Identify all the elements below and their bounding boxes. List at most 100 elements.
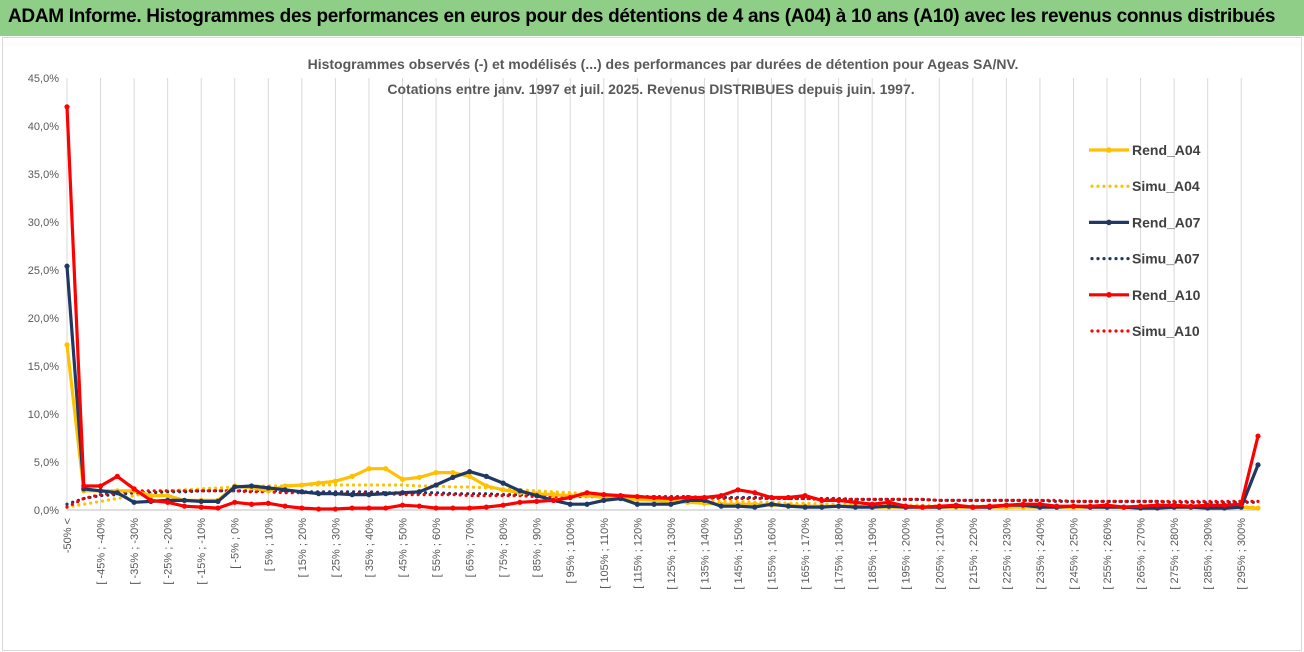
data-point [886,503,892,509]
data-point [517,488,523,494]
data-point [1054,503,1060,509]
x-tick-label: [ 65% ; 70% [465,518,477,578]
data-point [869,501,875,507]
data-point [987,503,993,509]
data-point [1121,504,1127,510]
series-line-rend-a07 [65,266,1260,510]
data-point [81,483,87,489]
x-tick-label: [ -5% ; 0% [230,518,242,569]
data-point [852,504,859,510]
data-point [483,473,489,479]
data-point [953,502,959,508]
data-point [399,476,406,482]
x-tick-label: [ 215% ; 220% [968,518,980,590]
chart-area: 0,0% 5,0% 10,0% 15,0% 20,0% 25,0% 30,0% 35,0% 40… [2,37,1302,651]
x-tick-label: [ 25% ; 30% [330,518,342,578]
chart-svg: 0,0% 5,0% 10,0% 15,0% 20,0% 25,0% 30,0% 35,0% 40… [28,56,1261,590]
data-point [651,494,657,501]
data-point [634,501,640,507]
data-point [450,469,456,476]
legend-label: Rend_A07 [1132,214,1201,230]
data-point [316,480,322,486]
data-point [349,505,355,511]
data-point [500,480,506,486]
data-point [181,497,188,503]
data-point [1255,462,1261,468]
data-point [349,492,355,498]
data-point [366,492,372,498]
x-tick-label: [ 205% ; 210% [934,518,946,590]
chart-title-line-1: Histogrammes observés (-) et modélisés (… [308,56,1019,72]
x-tick-label: [ 165% ; 170% [800,518,812,590]
data-point [735,487,741,493]
data-point [316,506,322,512]
data-point [1188,503,1194,509]
legend-label: Simu_A10 [1132,323,1200,339]
y-tick-label: 45,0% [28,73,59,85]
y-tick-label: 20,0% [28,313,59,325]
x-tick-label: [ 175% ; 180% [834,518,846,590]
data-point [299,489,305,495]
data-point [416,474,422,480]
data-point [148,493,154,499]
data-point [886,499,892,505]
data-point [383,505,389,511]
data-point [198,504,204,510]
data-point [785,503,791,509]
y-tick-label: 0,0% [34,505,59,517]
data-point [248,483,255,489]
data-point [617,493,624,499]
data-point [366,505,372,511]
data-point [668,495,674,502]
data-point [383,466,389,472]
legend-label: Simu_A07 [1132,251,1200,267]
data-point [1255,505,1261,511]
data-point [768,501,775,507]
x-tick-label: [ 105% ; 110% [599,518,611,589]
data-point [836,503,842,509]
x-tick-label: [ 155% ; 160% [767,518,779,590]
x-tick-labels: -50% < [ -45% ; -40% [ -35% ; -30% [ -25% ;… [62,518,1248,590]
data-point [718,503,724,509]
data-point [785,494,791,501]
data-point [399,490,406,496]
data-point [701,494,708,501]
x-tick-label: [ 45% ; 50% [397,518,409,578]
data-point [584,490,590,496]
series-line-rend-a04 [65,344,1259,510]
data-point [936,503,942,509]
data-point [64,342,70,348]
data-point [550,497,557,503]
data-point [752,490,758,496]
data-point [517,499,523,505]
data-point [265,500,271,506]
data-point [433,482,439,488]
data-point [215,505,221,511]
data-point [383,491,389,497]
x-tick-label: [ 135% ; 140% [699,518,711,590]
x-tick-label: [ 185% ; 190% [867,518,879,590]
data-point [366,466,372,472]
data-point [819,504,825,510]
data-point [819,497,825,503]
x-tick-label: [ 265% ; 270% [1136,518,1148,590]
data-point [181,503,188,509]
data-point [433,469,439,476]
y-tick-label: 40,0% [28,121,59,133]
data-point [1020,501,1026,507]
legend-marker [1106,292,1112,298]
data-point [1070,503,1077,509]
data-point [718,493,724,499]
data-point [215,498,221,504]
data-point [1137,503,1144,509]
data-point [802,493,808,499]
data-point [735,503,741,509]
data-point [433,505,439,511]
data-point [299,482,305,488]
x-tick-label: [ -25% ; -20% [163,518,175,585]
data-point [752,504,758,510]
data-point [500,487,506,493]
x-tick-label: [ 245% ; 250% [1068,518,1080,590]
data-point [1205,502,1211,508]
data-point [114,473,120,479]
